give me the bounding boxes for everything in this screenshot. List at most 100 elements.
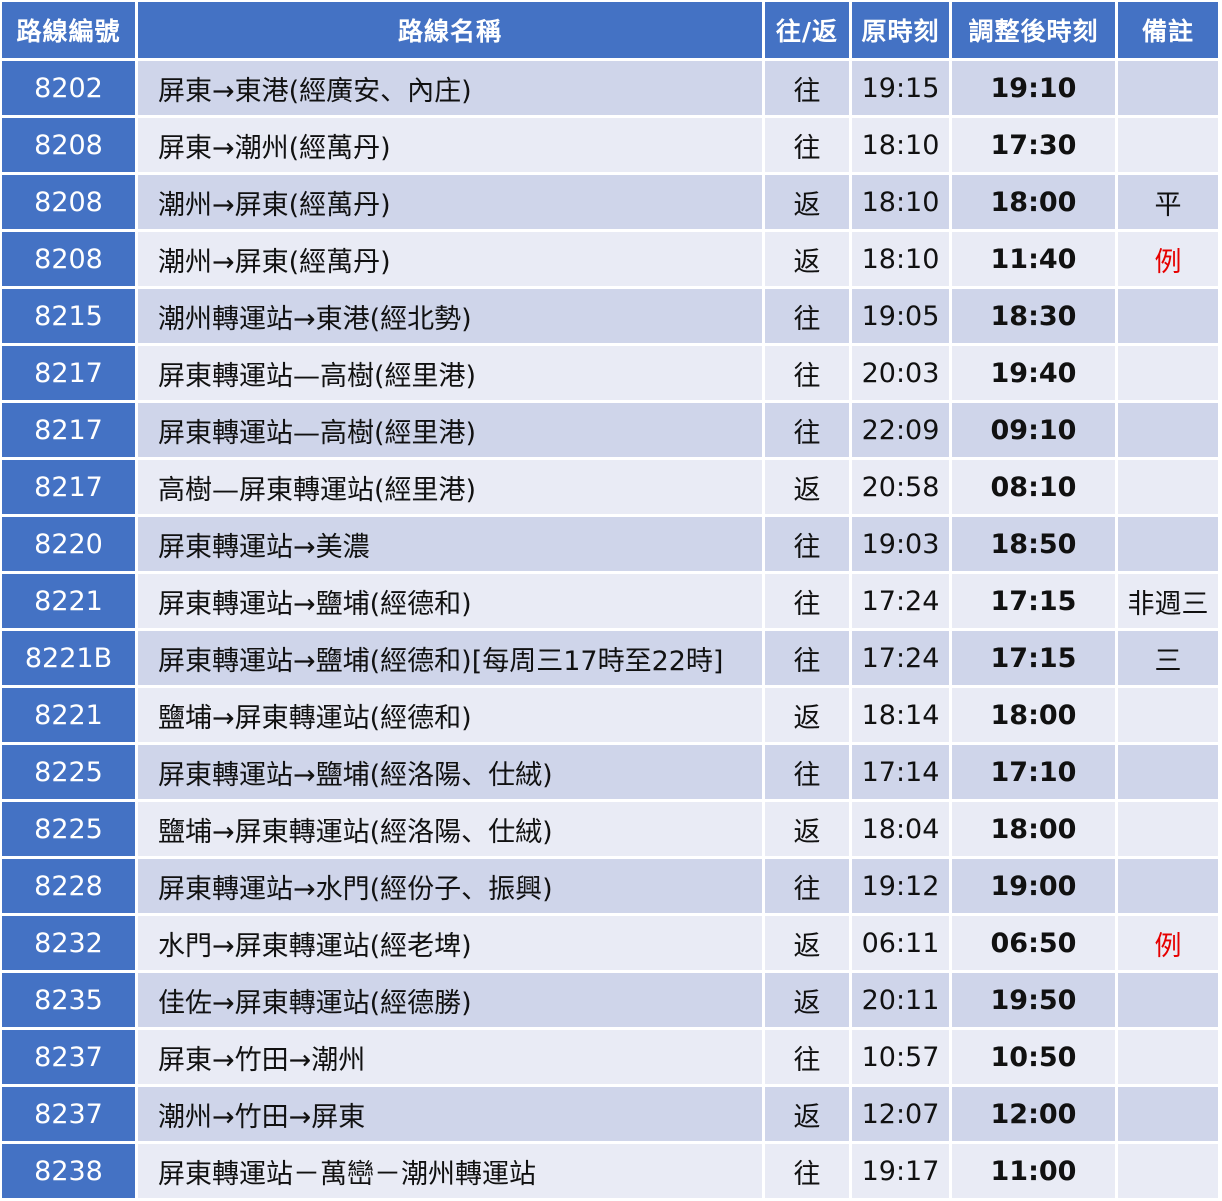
route-code-cell: 8235 — [2, 973, 138, 1030]
route-name-cell: 屏東→潮州(經萬丹) — [138, 118, 765, 175]
route-code-cell: 8232 — [2, 916, 138, 973]
adjusted-time-cell: 10:50 — [952, 1030, 1118, 1087]
table-row: 8208 潮州→屏東(經萬丹) 返 18:10 18:00 平 — [2, 175, 1218, 232]
adjusted-time-cell: 18:00 — [952, 802, 1118, 859]
remarks-cell — [1118, 403, 1218, 460]
direction-cell: 返 — [765, 1087, 852, 1144]
original-time-cell: 20:03 — [852, 346, 952, 403]
original-time-cell: 22:09 — [852, 403, 952, 460]
table-row: 8217 屏東轉運站—高樹(經里港) 往 20:03 19:40 — [2, 346, 1218, 403]
table-row: 8220 屏東轉運站→美濃往 19:03 18:50 — [2, 517, 1218, 574]
original-time-cell: 20:11 — [852, 973, 952, 1030]
remarks-cell — [1118, 745, 1218, 802]
table-row: 8221 鹽埔→屏東轉運站(經德和) 返 18:14 18:00 — [2, 688, 1218, 745]
table-row: 8237 潮州→竹田→屏東返 12:07 12:00 — [2, 1087, 1218, 1144]
remarks-cell — [1118, 1087, 1218, 1144]
route-code-cell: 8225 — [2, 802, 138, 859]
route-code-cell: 8215 — [2, 289, 138, 346]
adjusted-time-cell: 19:00 — [952, 859, 1118, 916]
table-row: 8208 屏東→潮州(經萬丹) 往 18:10 17:30 — [2, 118, 1218, 175]
original-time-cell: 18:10 — [852, 175, 952, 232]
original-time-cell: 17:24 — [852, 574, 952, 631]
original-time-cell: 10:57 — [852, 1030, 952, 1087]
route-code-cell: 8221 — [2, 688, 138, 745]
direction-cell: 返 — [765, 460, 852, 517]
route-code-cell: 8208 — [2, 232, 138, 289]
remarks-cell: 非週三 — [1118, 574, 1218, 631]
header-route-name: 路線名稱 — [138, 2, 765, 58]
direction-cell: 往 — [765, 346, 852, 403]
remarks-cell — [1118, 118, 1218, 175]
original-time-cell: 12:07 — [852, 1087, 952, 1144]
adjusted-time-cell: 19:50 — [952, 973, 1118, 1030]
adjusted-time-cell: 08:10 — [952, 460, 1118, 517]
table-row: 8237 屏東→竹田→潮州往 10:57 10:50 — [2, 1030, 1218, 1087]
route-name-cell: 佳佐→屏東轉運站(經德勝) — [138, 973, 765, 1030]
direction-cell: 返 — [765, 802, 852, 859]
route-name-cell: 屏東轉運站—高樹(經里港) — [138, 403, 765, 460]
adjusted-time-cell: 19:40 — [952, 346, 1118, 403]
original-time-cell: 18:10 — [852, 118, 952, 175]
adjusted-time-cell: 12:00 — [952, 1087, 1118, 1144]
route-name-cell: 屏東轉運站－萬巒－潮州轉運站 — [138, 1144, 765, 1201]
remarks-cell — [1118, 802, 1218, 859]
adjusted-time-cell: 09:10 — [952, 403, 1118, 460]
table-row: 8202 屏東→東港(經廣安、內庄) 往 19:15 19:10 — [2, 61, 1218, 118]
table-row: 8217 高樹—屏東轉運站(經里港) 返 20:58 08:10 — [2, 460, 1218, 517]
original-time-cell: 19:03 — [852, 517, 952, 574]
original-time-cell: 17:14 — [852, 745, 952, 802]
adjusted-time-cell: 18:50 — [952, 517, 1118, 574]
remarks-cell — [1118, 460, 1218, 517]
route-name-cell: 屏東→竹田→潮州 — [138, 1030, 765, 1087]
direction-cell: 往 — [765, 289, 852, 346]
adjusted-time-cell: 18:00 — [952, 688, 1118, 745]
table-row: 8215 潮州轉運站→東港(經北勢) 往 19:05 18:30 — [2, 289, 1218, 346]
remarks-cell — [1118, 859, 1218, 916]
remarks-cell: 三 — [1118, 631, 1218, 688]
route-code-cell: 8202 — [2, 61, 138, 118]
original-time-cell: 19:15 — [852, 61, 952, 118]
remarks-cell: 平 — [1118, 175, 1218, 232]
original-time-cell: 20:58 — [852, 460, 952, 517]
table-row: 8221 屏東轉運站→鹽埔(經德和) 往 17:24 17:15 非週三 — [2, 574, 1218, 631]
route-code-cell: 8208 — [2, 175, 138, 232]
route-code-cell: 8237 — [2, 1030, 138, 1087]
remarks-cell — [1118, 1030, 1218, 1087]
original-time-cell: 18:04 — [852, 802, 952, 859]
table-row: 8217 屏東轉運站—高樹(經里港) 往 22:09 09:10 — [2, 403, 1218, 460]
remarks-cell — [1118, 61, 1218, 118]
direction-cell: 往 — [765, 631, 852, 688]
adjusted-time-cell: 17:10 — [952, 745, 1118, 802]
adjusted-time-cell: 06:50 — [952, 916, 1118, 973]
table-row: 8235 佳佐→屏東轉運站(經德勝) 返 20:11 19:50 — [2, 973, 1218, 1030]
direction-cell: 往 — [765, 574, 852, 631]
route-name-cell: 潮州→屏東(經萬丹) — [138, 232, 765, 289]
route-name-cell: 鹽埔→屏東轉運站(經洛陽、仕絨) — [138, 802, 765, 859]
table-row: 8225 鹽埔→屏東轉運站(經洛陽、仕絨) 返 18:04 18:00 — [2, 802, 1218, 859]
direction-cell: 往 — [765, 61, 852, 118]
original-time-cell: 18:10 — [852, 232, 952, 289]
direction-cell: 返 — [765, 973, 852, 1030]
original-time-cell: 19:12 — [852, 859, 952, 916]
header-remarks: 備註 — [1118, 2, 1218, 58]
route-name-cell: 高樹—屏東轉運站(經里港) — [138, 460, 765, 517]
adjusted-time-cell: 11:00 — [952, 1144, 1118, 1201]
original-time-cell: 06:11 — [852, 916, 952, 973]
direction-cell: 往 — [765, 745, 852, 802]
route-code-cell: 8238 — [2, 1144, 138, 1201]
table-header: 路線編號 路線名稱 往/返 原時刻 調整後時刻 備註 — [2, 2, 1218, 61]
remarks-cell: 例 — [1118, 232, 1218, 289]
route-name-cell: 屏東→東港(經廣安、內庄) — [138, 61, 765, 118]
route-code-cell: 8217 — [2, 346, 138, 403]
original-time-cell: 19:17 — [852, 1144, 952, 1201]
route-code-cell: 8237 — [2, 1087, 138, 1144]
route-code-cell: 8228 — [2, 859, 138, 916]
route-code-cell: 8217 — [2, 460, 138, 517]
original-time-cell: 17:24 — [852, 631, 952, 688]
direction-cell: 返 — [765, 175, 852, 232]
header-adjusted-time: 調整後時刻 — [952, 2, 1118, 58]
remarks-cell — [1118, 973, 1218, 1030]
remarks-cell — [1118, 1144, 1218, 1201]
header-row: 路線編號 路線名稱 往/返 原時刻 調整後時刻 備註 — [2, 2, 1218, 58]
